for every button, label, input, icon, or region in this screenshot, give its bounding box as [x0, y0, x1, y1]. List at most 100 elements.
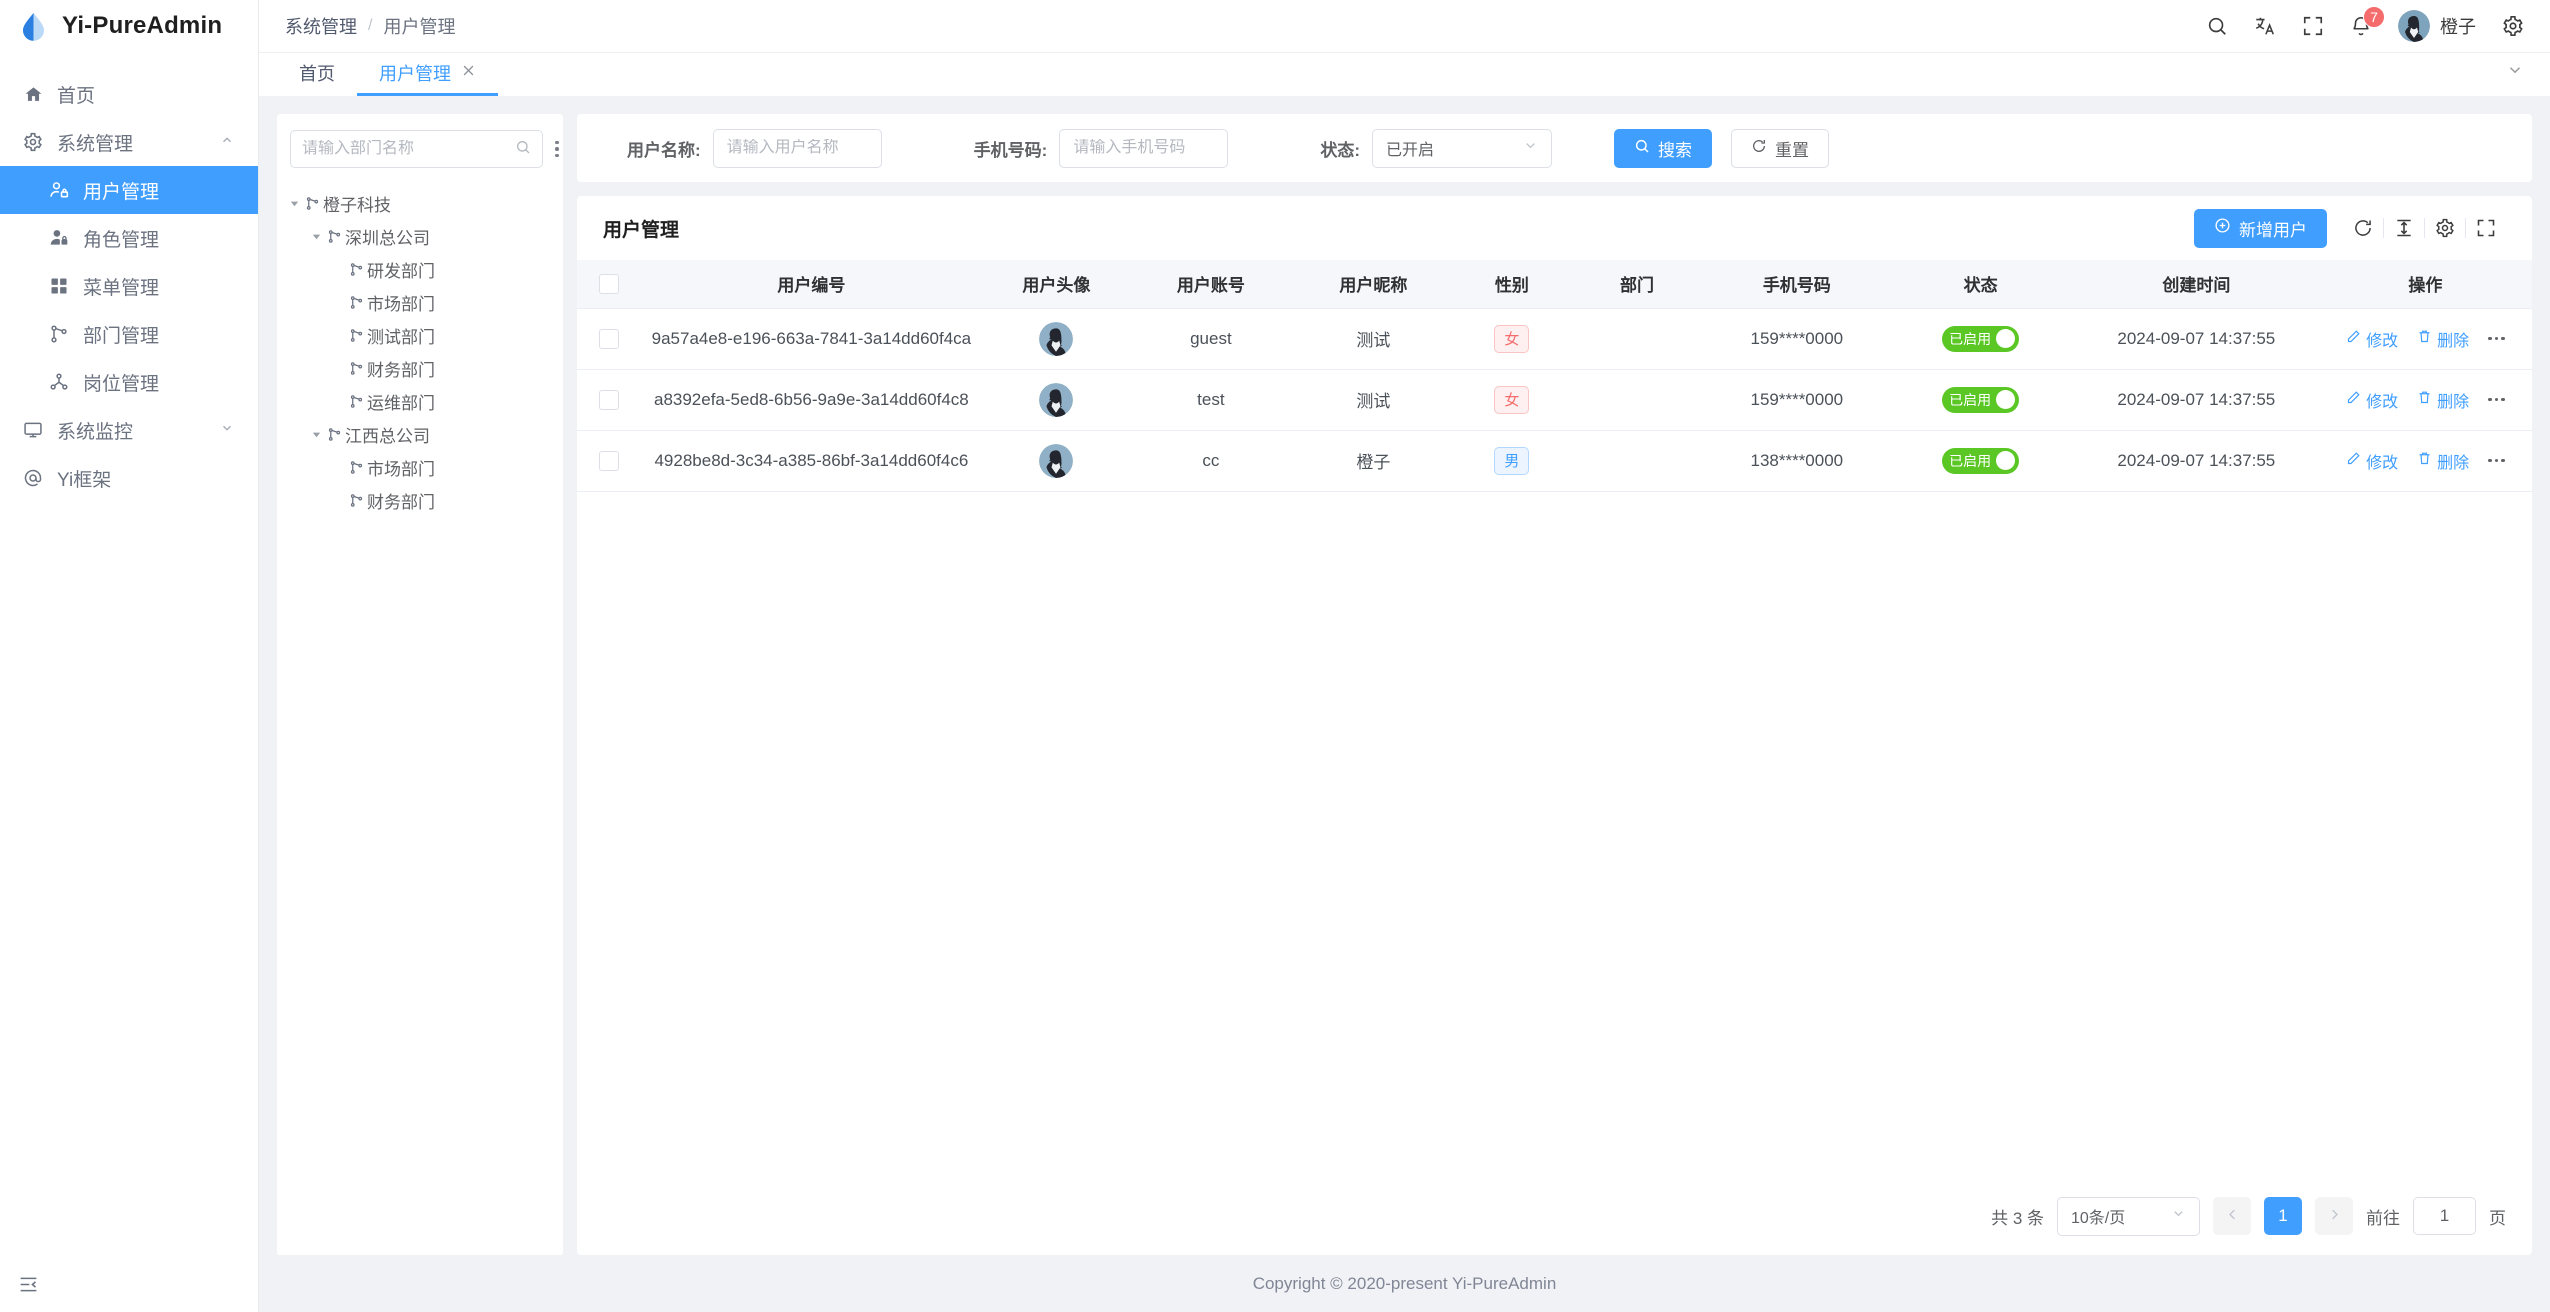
delete-label: 删除: [2437, 332, 2470, 350]
tree-node-3[interactable]: 市场部门: [277, 286, 563, 319]
table-row[interactable]: a8392efa-5ed8-6b56-9a9e-3a14dd60f4c8 tes…: [577, 369, 2532, 431]
sidebar-item-user-management[interactable]: 用户管理: [0, 166, 258, 214]
sidebar-item-home[interactable]: 首页: [0, 70, 258, 118]
sitemap-icon: [349, 460, 364, 475]
sidebar-collapse-button[interactable]: [0, 1262, 259, 1312]
sidebar-item-menu-management[interactable]: 菜单管理: [0, 262, 258, 310]
sidebar-item-system-monitor[interactable]: 系统监控: [0, 406, 258, 454]
prev-page-button[interactable]: [2213, 1197, 2251, 1235]
tree-node-8[interactable]: 市场部门: [277, 451, 563, 484]
search-button[interactable]: 搜索: [1614, 128, 1713, 168]
brand[interactable]: Yi-PureAdmin: [0, 0, 258, 52]
tree-node-6[interactable]: 运维部门: [277, 385, 563, 418]
username-input-wrap[interactable]: [712, 128, 882, 168]
tree-node-5[interactable]: 财务部门: [277, 352, 563, 385]
add-user-button[interactable]: 新增用户: [2194, 208, 2327, 248]
tab-user-management[interactable]: 用户管理: [357, 53, 498, 96]
toolbar-divider: [2383, 218, 2384, 238]
sitemap-icon: [327, 427, 342, 442]
username-input[interactable]: [726, 139, 868, 157]
tree-node-1[interactable]: 深圳总公司: [277, 220, 563, 253]
tab-home[interactable]: 首页: [277, 53, 357, 96]
caret-down-icon[interactable]: [283, 198, 305, 209]
more-actions-icon[interactable]: [2488, 397, 2505, 402]
at-icon: [22, 467, 44, 489]
translate-icon[interactable]: [2254, 15, 2276, 37]
fullscreen-icon[interactable]: [2466, 208, 2506, 248]
breadcrumb-item-0[interactable]: 系统管理: [285, 17, 357, 37]
jump-label: 前往: [2366, 1208, 2400, 1228]
chevron-down-icon: [220, 419, 234, 441]
caret-down-icon[interactable]: [305, 429, 327, 440]
sidebar-item-role-management[interactable]: 角色管理: [0, 214, 258, 262]
department-tree-panel: 橙子科技 深圳总公司 研发部门 市场部门: [277, 114, 563, 1256]
status-toggle[interactable]: 已启用: [1942, 447, 2020, 474]
page-size-select[interactable]: 10条/页: [2057, 1196, 2200, 1236]
sidebar-item-department-management[interactable]: 部门管理: [0, 310, 258, 358]
jump-page-input[interactable]: 1: [2413, 1197, 2476, 1235]
edit-button[interactable]: 修改: [2346, 449, 2398, 473]
trash-icon: [2417, 451, 2432, 471]
status-select[interactable]: 已开启: [1372, 128, 1553, 168]
status-toggle[interactable]: 已启用: [1942, 325, 2020, 352]
breadcrumb-item-1[interactable]: 用户管理: [383, 17, 456, 37]
gear-icon[interactable]: [2502, 15, 2524, 37]
tree-node-7[interactable]: 江西总公司: [277, 418, 563, 451]
cell-nickname: 测试: [1290, 308, 1456, 370]
cell-actions: 修改 删除: [2318, 369, 2532, 431]
username: 橙子: [2440, 17, 2476, 37]
table-row[interactable]: 4928be8d-3c34-a385-86bf-3a14dd60f4c6 cc …: [577, 430, 2532, 492]
refresh-icon[interactable]: [2343, 208, 2383, 248]
search-icon[interactable]: [2206, 15, 2228, 37]
department-search-input[interactable]: [302, 140, 509, 158]
edit-button[interactable]: 修改: [2346, 327, 2398, 351]
edit-button[interactable]: 修改: [2346, 388, 2398, 412]
user-menu[interactable]: 橙子: [2398, 10, 2476, 42]
phone-input-wrap[interactable]: [1059, 128, 1229, 168]
next-page-button[interactable]: [2315, 1197, 2353, 1235]
close-icon[interactable]: [461, 63, 476, 83]
sidebar-item-post-management[interactable]: 岗位管理: [0, 358, 258, 406]
tree-header: [277, 114, 563, 181]
select-all-checkbox[interactable]: [598, 274, 619, 294]
settings-gear-icon[interactable]: [2425, 208, 2465, 248]
trash-icon: [2417, 390, 2432, 410]
select-all-header: [577, 260, 641, 309]
row-select-cell: [577, 430, 641, 492]
delete-label: 删除: [2437, 454, 2470, 472]
table-row[interactable]: 9a57a4e8-e196-663a-7841-3a14dd60f4ca gue…: [577, 308, 2532, 370]
sitemap-icon: [305, 196, 320, 211]
cell-avatar: [981, 308, 1131, 370]
row-checkbox[interactable]: [598, 450, 619, 471]
sidebar-item-yi-framework[interactable]: Yi框架: [0, 454, 258, 502]
delete-button[interactable]: 删除: [2417, 388, 2469, 412]
reset-button[interactable]: 重置: [1731, 128, 1830, 168]
phone-input[interactable]: [1073, 139, 1215, 157]
row-checkbox[interactable]: [598, 328, 619, 349]
status-label: 已启用: [1949, 330, 1992, 347]
tree-node-0[interactable]: 橙子科技: [277, 187, 563, 220]
more-vertical-icon[interactable]: [551, 137, 563, 162]
page-number-1[interactable]: 1: [2264, 1197, 2302, 1235]
density-icon[interactable]: [2384, 208, 2424, 248]
delete-button[interactable]: 删除: [2417, 449, 2469, 473]
more-actions-icon[interactable]: [2488, 458, 2505, 463]
tree-node-label: 深圳总公司: [345, 229, 430, 248]
sidebar-item-system-management[interactable]: 系统管理: [0, 118, 258, 166]
gender-tag: 女: [1494, 385, 1530, 414]
search-button-label: 搜索: [1658, 140, 1693, 160]
status-toggle[interactable]: 已启用: [1942, 386, 2020, 413]
tree-node-2[interactable]: 研发部门: [277, 253, 563, 286]
add-user-label: 新增用户: [2239, 220, 2307, 240]
bell-icon[interactable]: 7: [2350, 6, 2385, 37]
chevron-down-icon[interactable]: [2506, 61, 2524, 84]
more-actions-icon[interactable]: [2488, 336, 2505, 341]
department-search-field[interactable]: [290, 130, 543, 168]
tree-node-9[interactable]: 财务部门: [277, 484, 563, 517]
fullscreen-icon[interactable]: [2302, 15, 2324, 37]
delete-button[interactable]: 删除: [2417, 327, 2469, 351]
caret-down-icon[interactable]: [305, 231, 327, 242]
tree-node-4[interactable]: 测试部门: [277, 319, 563, 352]
row-checkbox[interactable]: [598, 389, 619, 410]
